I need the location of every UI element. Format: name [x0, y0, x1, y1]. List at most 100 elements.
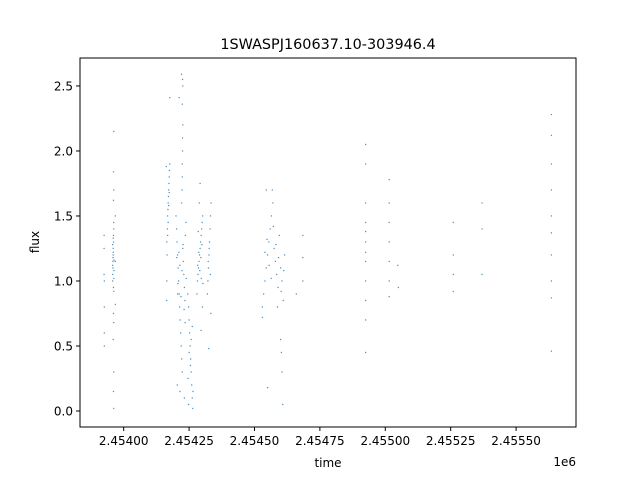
data-point	[168, 169, 171, 172]
data-point	[200, 256, 202, 259]
data-point	[198, 202, 200, 204]
data-point	[183, 308, 185, 311]
data-point	[364, 241, 367, 243]
data-point	[199, 182, 201, 185]
data-point	[192, 390, 194, 393]
data-point	[388, 221, 390, 224]
y-tick-label: 0.0	[54, 405, 73, 419]
data-point	[112, 390, 115, 393]
data-point	[272, 202, 274, 204]
x-tick-label: 2.45550	[491, 434, 541, 448]
data-point	[264, 251, 266, 254]
data-point	[364, 221, 367, 224]
data-point	[112, 247, 114, 250]
data-point	[182, 243, 184, 246]
data-point	[167, 221, 169, 224]
data-point	[388, 260, 390, 263]
data-point	[189, 358, 192, 360]
data-point	[113, 277, 115, 280]
data-point	[103, 306, 106, 308]
x-offset-label: 1e6	[553, 455, 576, 469]
plot-frame	[79, 57, 577, 428]
data-point	[184, 299, 186, 302]
chart-title: 1SWASPJ160637.10-303946.4	[220, 37, 435, 53]
data-point	[262, 293, 265, 295]
data-point	[182, 247, 184, 250]
data-point	[166, 241, 168, 243]
data-point	[176, 293, 179, 295]
data-point	[283, 269, 285, 272]
data-point	[176, 256, 178, 259]
data-point	[113, 259, 115, 261]
data-point	[295, 293, 298, 295]
data-point	[181, 189, 183, 191]
data-point	[112, 251, 114, 254]
data-point	[165, 299, 168, 302]
data-point	[273, 247, 275, 250]
data-point	[176, 241, 178, 243]
data-point	[388, 280, 390, 282]
data-point	[181, 150, 184, 152]
data-point	[188, 351, 190, 354]
data-point	[197, 264, 199, 267]
data-point	[167, 189, 170, 191]
data-point	[181, 371, 183, 373]
data-point	[198, 254, 201, 256]
data-point	[199, 269, 201, 272]
data-point	[261, 306, 264, 308]
data-point	[103, 280, 106, 282]
data-point	[550, 163, 553, 165]
data-point	[169, 96, 171, 99]
data-point	[181, 269, 183, 272]
x-tick-label: 2.45500	[360, 434, 410, 448]
data-point	[283, 254, 286, 256]
data-point	[199, 241, 202, 243]
data-point	[271, 189, 273, 191]
data-point	[452, 221, 455, 224]
data-point	[207, 280, 209, 282]
data-point	[277, 286, 279, 289]
data-point	[481, 273, 483, 276]
data-point	[187, 403, 190, 406]
data-point	[113, 407, 115, 410]
data-point	[189, 345, 191, 347]
data-point	[208, 247, 210, 250]
data-point	[270, 215, 273, 217]
y-tick-label: 1.0	[54, 274, 73, 288]
data-point	[113, 130, 115, 133]
data-point	[179, 390, 181, 393]
data-point	[190, 371, 192, 373]
data-point	[209, 273, 211, 276]
data-point	[112, 241, 115, 243]
data-point	[167, 195, 170, 198]
x-tick-label: 2.45475	[295, 434, 345, 448]
data-point	[206, 293, 209, 295]
data-point	[103, 332, 106, 334]
data-point	[112, 199, 115, 202]
data-point	[180, 345, 182, 347]
data-point	[112, 338, 114, 341]
data-point	[182, 124, 184, 126]
data-point	[197, 267, 200, 269]
data-point	[481, 228, 483, 230]
data-point	[166, 215, 169, 217]
data-point	[268, 241, 270, 243]
data-point	[112, 312, 115, 315]
data-point	[275, 243, 277, 246]
data-point	[276, 306, 279, 308]
data-point	[188, 319, 190, 321]
data-point	[166, 234, 169, 237]
data-point	[364, 351, 367, 354]
data-point	[177, 267, 179, 269]
data-point	[189, 364, 192, 367]
data-point	[201, 215, 204, 217]
data-point	[113, 290, 115, 293]
data-point	[364, 143, 367, 146]
data-point	[114, 260, 117, 263]
data-point	[185, 221, 187, 224]
data-point	[200, 329, 202, 332]
data-point	[197, 230, 199, 233]
data-point	[388, 202, 390, 204]
